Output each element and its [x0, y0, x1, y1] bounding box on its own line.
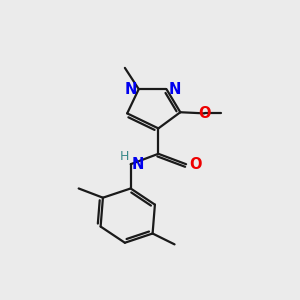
Text: O: O [198, 106, 211, 121]
Text: N: N [168, 82, 181, 97]
Text: N: N [132, 157, 144, 172]
Text: N: N [124, 82, 137, 97]
Text: O: O [189, 157, 201, 172]
Text: H: H [120, 150, 130, 163]
